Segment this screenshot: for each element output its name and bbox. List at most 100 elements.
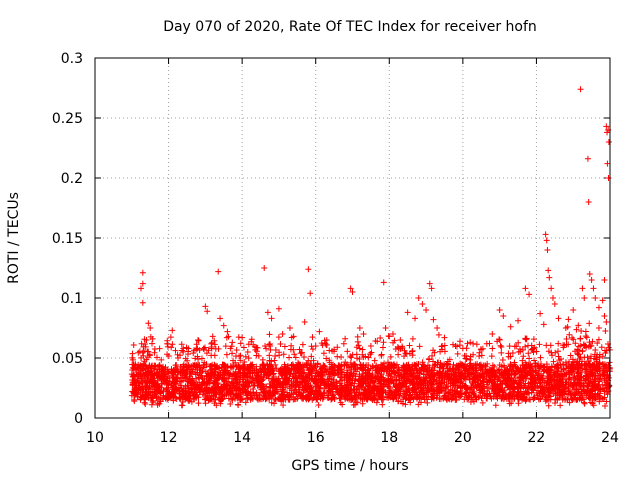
roti-point	[157, 396, 164, 403]
roti-point	[169, 341, 176, 348]
roti-point	[283, 374, 290, 381]
roti-point	[498, 349, 505, 356]
roti-point	[492, 402, 499, 409]
roti-point	[139, 299, 146, 306]
roti-point	[506, 392, 513, 399]
roti-point	[348, 392, 355, 399]
roti-point	[259, 356, 266, 363]
roti-point	[559, 391, 566, 398]
roti-point	[519, 347, 526, 354]
roti-point	[427, 372, 434, 379]
roti-point	[573, 396, 580, 403]
roti-point	[506, 400, 513, 407]
roti-point	[584, 387, 591, 394]
roti-point	[314, 360, 321, 367]
roti-point	[314, 383, 321, 390]
roti-point	[204, 373, 211, 380]
roti-point	[253, 344, 260, 351]
roti-point	[494, 338, 501, 345]
roti-point	[155, 371, 162, 378]
roti-point	[489, 331, 496, 337]
roti-point	[205, 347, 212, 354]
roti-point	[330, 361, 337, 368]
roti-point	[404, 309, 411, 316]
roti-point	[257, 380, 264, 387]
roti-point	[443, 395, 450, 402]
roti-point	[352, 365, 359, 372]
roti-point	[601, 394, 608, 401]
roti-point	[590, 285, 597, 292]
roti-point	[150, 375, 157, 382]
roti-point	[515, 339, 522, 346]
roti-point	[295, 384, 302, 391]
roti-point	[386, 387, 393, 394]
roti-point	[596, 396, 603, 403]
roti-point	[301, 384, 308, 391]
roti-point	[593, 356, 600, 363]
roti-point	[515, 365, 522, 372]
roti-point	[384, 363, 391, 370]
chart-title: Day 070 of 2020, Rate Of TEC Index for r…	[163, 19, 537, 35]
roti-point	[182, 355, 189, 362]
roti-point	[584, 366, 591, 373]
roti-point	[524, 365, 531, 372]
roti-point	[344, 361, 351, 368]
roti-point	[425, 393, 432, 400]
roti-point	[390, 388, 397, 395]
roti-point	[321, 378, 328, 385]
roti-point	[562, 325, 569, 331]
roti-point	[575, 322, 582, 329]
roti-point	[284, 362, 291, 369]
roti-point	[354, 383, 361, 390]
roti-point	[198, 355, 205, 362]
roti-point	[595, 365, 602, 372]
roti-point	[229, 339, 236, 346]
roti-point	[266, 362, 273, 369]
roti-point	[153, 383, 160, 390]
roti-point	[346, 388, 353, 395]
roti-point	[460, 362, 467, 369]
roti-point	[148, 380, 155, 387]
roti-point	[242, 399, 249, 406]
roti-point	[287, 346, 294, 353]
roti-point	[498, 370, 505, 377]
roti-point	[595, 325, 602, 331]
plot-frame	[94, 57, 611, 419]
roti-point	[172, 377, 179, 384]
roti-point	[202, 368, 209, 375]
roti-point	[151, 346, 158, 353]
roti-point	[500, 313, 507, 319]
roti-point	[147, 333, 154, 340]
roti-point	[265, 387, 272, 394]
roti-point	[523, 336, 530, 343]
roti-point	[342, 359, 349, 366]
roti-point	[601, 388, 608, 395]
roti-point	[431, 362, 438, 369]
roti-point	[593, 382, 600, 389]
roti-point	[379, 344, 386, 351]
roti-point	[489, 386, 496, 393]
roti-point	[505, 370, 512, 377]
roti-point	[526, 390, 533, 397]
roti-point	[275, 305, 282, 312]
roti-point	[464, 340, 471, 347]
roti-point	[556, 394, 563, 401]
roti-point	[279, 382, 286, 389]
roti-point	[253, 363, 260, 370]
roti-point	[273, 384, 280, 391]
roti-point	[551, 301, 558, 307]
roti-point	[410, 379, 417, 386]
roti-point	[387, 353, 394, 360]
roti-point	[390, 396, 397, 403]
roti-point	[379, 401, 386, 408]
roti-point	[457, 360, 464, 367]
roti-point	[544, 363, 551, 370]
roti-point	[509, 349, 516, 356]
roti-point	[313, 383, 320, 390]
roti-point	[583, 334, 590, 341]
roti-point	[362, 364, 369, 371]
roti-point	[245, 355, 252, 362]
roti-point	[430, 381, 437, 388]
roti-point	[308, 385, 315, 392]
roti-point	[549, 352, 556, 359]
